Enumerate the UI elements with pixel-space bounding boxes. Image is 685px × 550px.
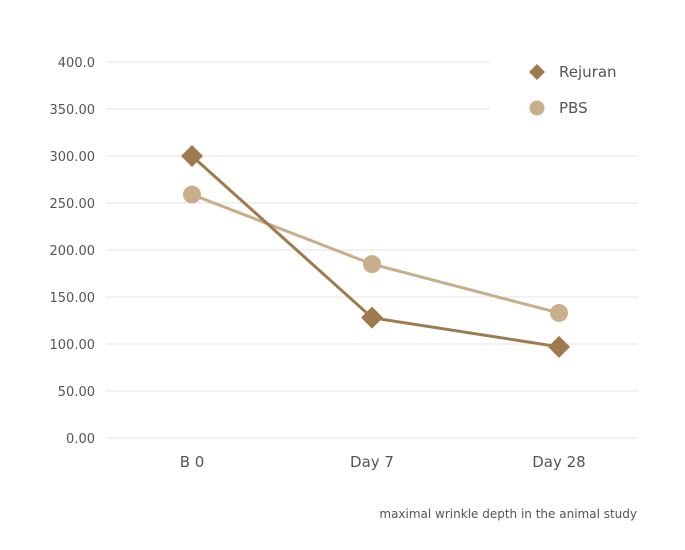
y-tick-label: 400.0 [58,56,95,71]
x-tick-label: Day 7 [350,453,394,471]
legend-label-pbs: PBS [559,99,588,117]
y-axis: 0.00 50.00 100.00 150.00 200.00 250.00 300.00 3… [50,56,96,447]
legend-marker-pbs [529,100,545,116]
data-point-pbs [550,303,568,322]
y-tick-label: 150.00 [50,291,96,306]
x-tick-label: B 0 [180,453,205,471]
legend: Rejuran PBS [529,63,617,117]
x-axis: B 0 Day 7 Day 28 [180,453,586,471]
series-line-pbs [191,193,560,315]
y-tick-label: 0.00 [66,432,95,447]
data-point-pbs [363,255,381,274]
data-point-rejuran [181,145,203,167]
data-point-rejuran [361,306,383,329]
y-tick-label: 100.00 [50,338,96,353]
y-tick-label: 200.00 [50,244,96,259]
x-tick-label: Day 28 [532,453,585,471]
chart-caption: maximal wrinkle depth in the animal stud… [379,507,637,521]
legend-label-rejuran: Rejuran [559,63,617,81]
y-tick-label: 250.00 [50,197,96,212]
gridlines [106,61,638,439]
data-point-pbs [183,185,201,204]
legend-marker-rejuran [529,64,545,80]
y-tick-label: 300.00 [50,150,96,165]
y-tick-label: 350.00 [50,103,96,118]
data-point-rejuran [548,335,570,358]
series-layer [181,145,570,358]
y-tick-label: 50.00 [58,385,95,400]
